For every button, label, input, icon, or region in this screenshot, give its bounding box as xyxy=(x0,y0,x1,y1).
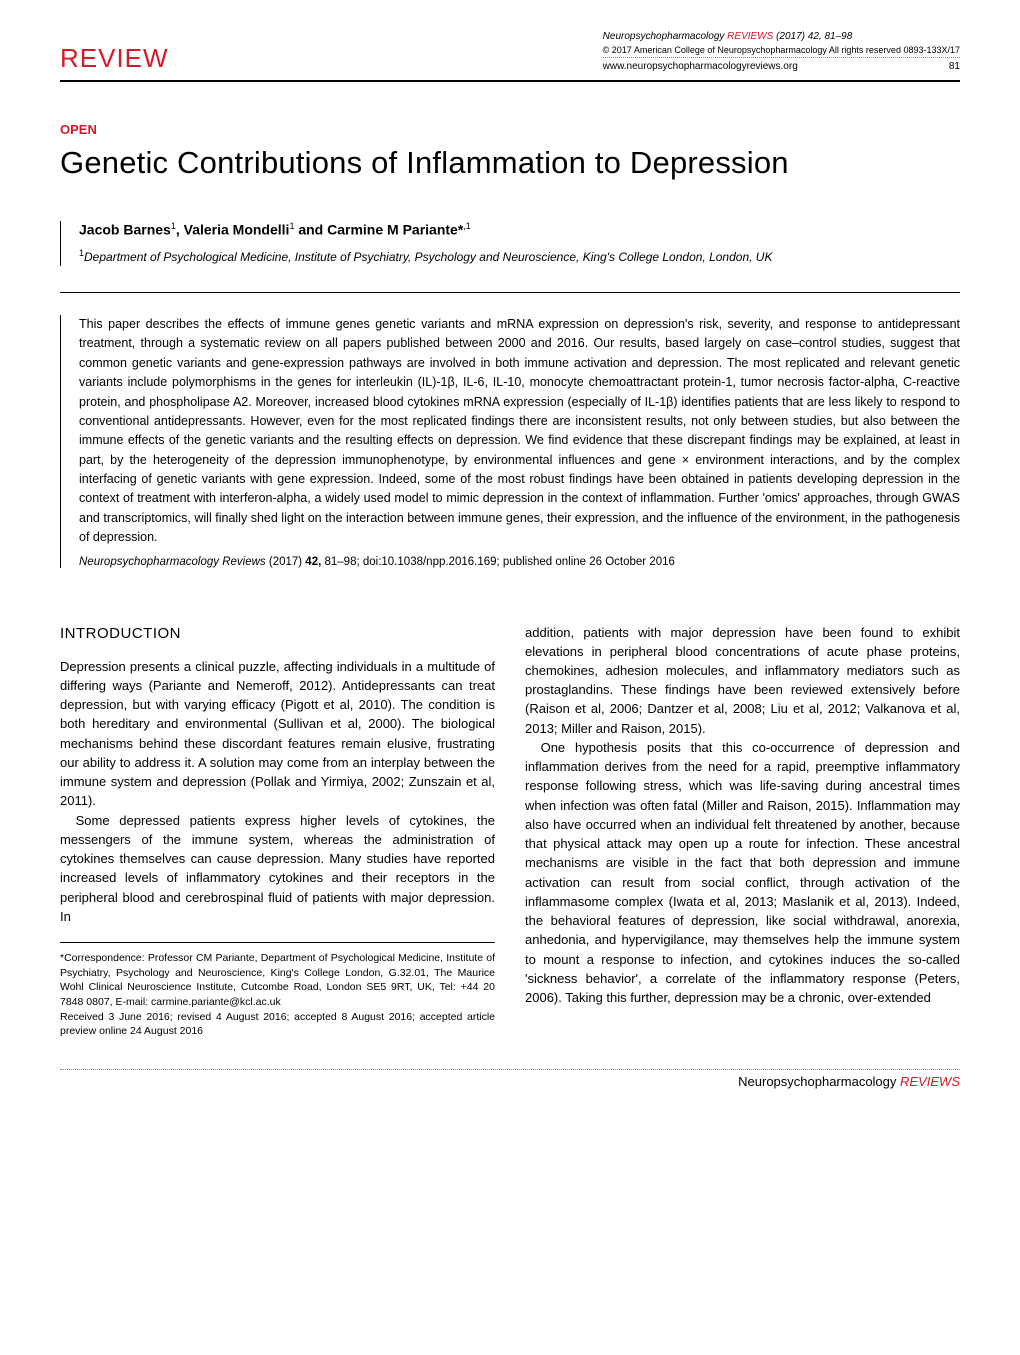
left-column: INTRODUCTION Depression presents a clini… xyxy=(60,623,495,1040)
page-footer: Neuropsychopharmacology REVIEWS xyxy=(60,1069,960,1089)
body-paragraph: Depression presents a clinical puzzle, a… xyxy=(60,657,495,811)
journal-info-block: Neuropsychopharmacology REVIEWS (2017) 4… xyxy=(603,30,960,74)
copyright-line: © 2017 American College of Neuropsychoph… xyxy=(603,44,960,57)
correspondence-footnote: *Correspondence: Professor CM Pariante, … xyxy=(60,951,495,1010)
footer-journal: Neuropsychopharmacology xyxy=(738,1074,896,1089)
journal-url: www.neuropsychopharmacologyreviews.org xyxy=(603,60,798,74)
article-title: Genetic Contributions of Inflammation to… xyxy=(60,145,960,181)
review-type-label: REVIEW xyxy=(60,43,169,74)
journal-citation-line: Neuropsychopharmacology REVIEWS (2017) 4… xyxy=(603,30,960,44)
page-header: REVIEW Neuropsychopharmacology REVIEWS (… xyxy=(60,30,960,74)
header-rule xyxy=(60,80,960,82)
footnote-separator xyxy=(60,942,495,943)
page-number: 81 xyxy=(949,60,960,74)
right-column: addition, patients with major depression… xyxy=(525,623,960,1040)
article-meta-block: Jacob Barnes1, Valeria Mondelli1 and Car… xyxy=(60,221,960,266)
body-paragraph: Some depressed patients express higher l… xyxy=(60,811,495,926)
citation-line: Neuropsychopharmacology Reviews (2017) 4… xyxy=(79,556,960,568)
body-paragraph: One hypothesis posits that this co-occur… xyxy=(525,738,960,1007)
abstract-text: This paper describes the effects of immu… xyxy=(79,315,960,548)
abstract-block: This paper describes the effects of immu… xyxy=(60,315,960,568)
author-list: Jacob Barnes1, Valeria Mondelli1 and Car… xyxy=(79,221,960,238)
body-paragraph: addition, patients with major depression… xyxy=(525,623,960,738)
received-footnote: Received 3 June 2016; revised 4 August 2… xyxy=(60,1010,495,1039)
section-heading-introduction: INTRODUCTION xyxy=(60,623,495,645)
open-access-label: OPEN xyxy=(60,122,960,137)
author-rule xyxy=(60,292,960,293)
affiliation: 1Department of Psychological Medicine, I… xyxy=(79,247,960,266)
body-columns: INTRODUCTION Depression presents a clini… xyxy=(60,623,960,1040)
url-row: www.neuropsychopharmacologyreviews.org 8… xyxy=(603,57,960,74)
footer-reviews-word: REVIEWS xyxy=(900,1074,960,1089)
